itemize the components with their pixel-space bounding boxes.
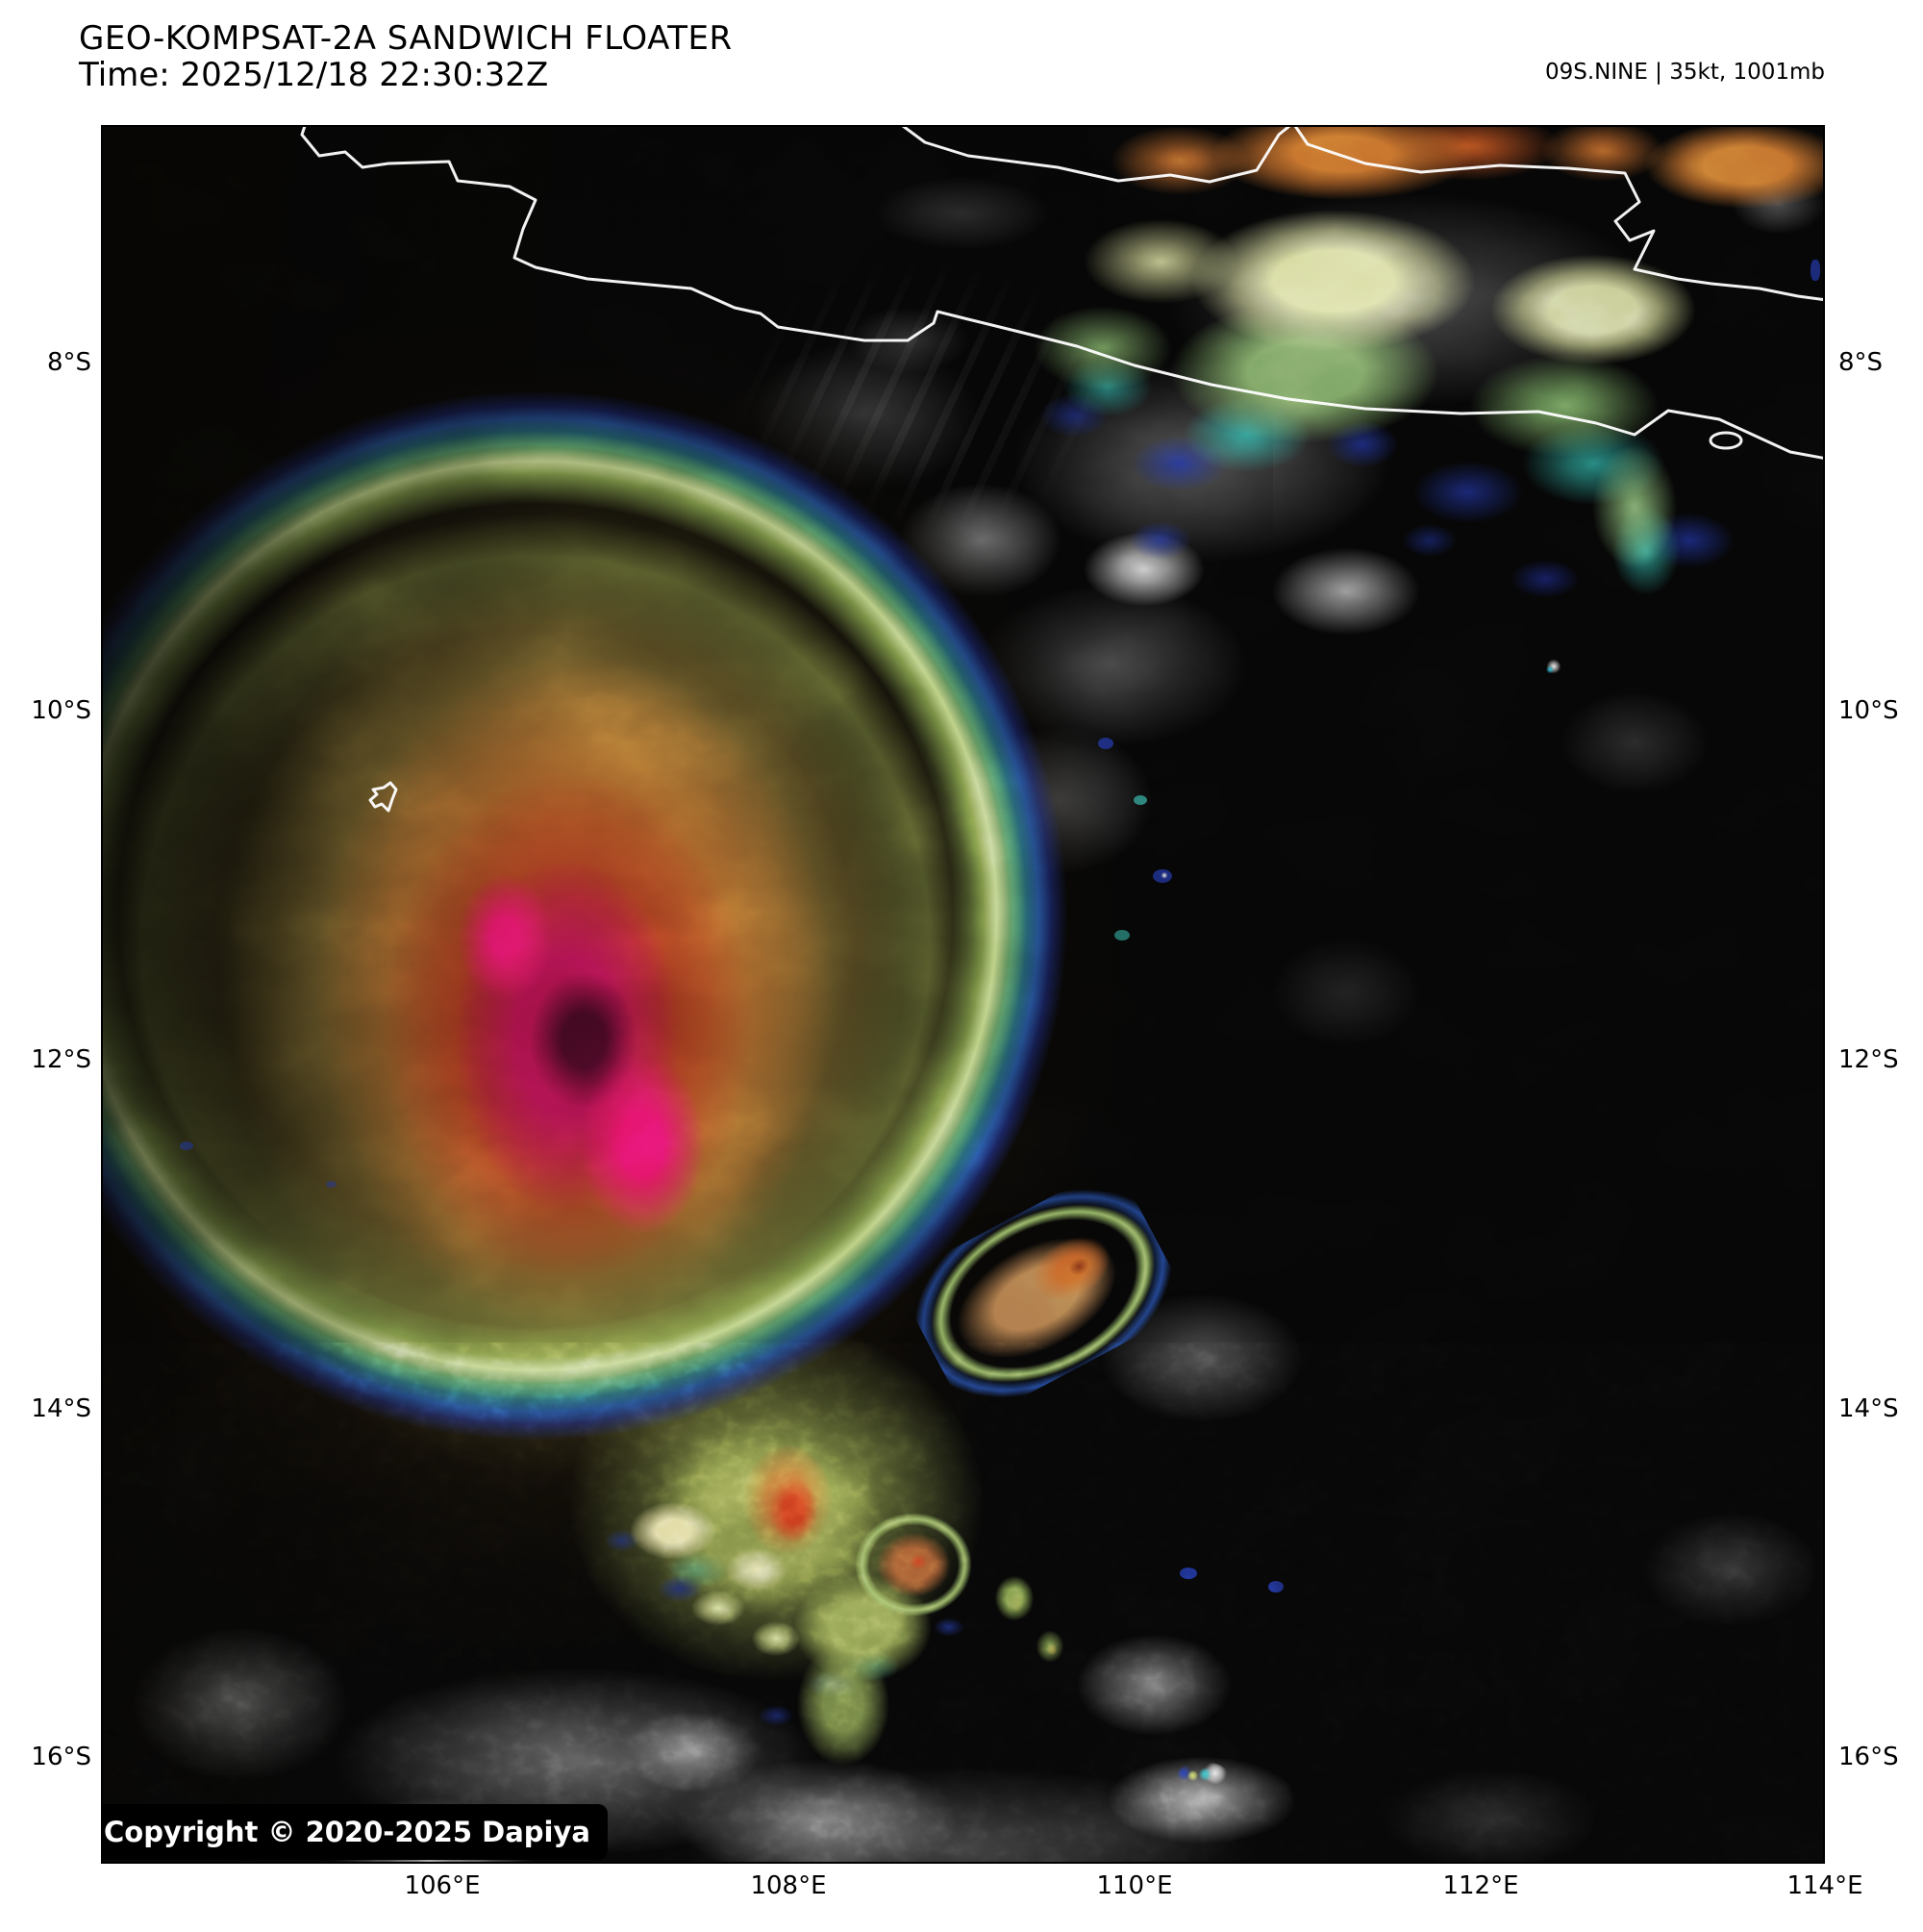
storm-info: 09S.NINE | 35kt, 1001mb	[1544, 60, 1825, 85]
cumulus-grain-overlay	[103, 1342, 1823, 1862]
lat-label-right-12s: 12°S	[1838, 1045, 1899, 1074]
lon-label-106e: 106°E	[404, 1871, 481, 1900]
satellite-map: Copyright © 2020-2025 Dapiya	[101, 125, 1825, 1864]
lat-label-right-10s: 10°S	[1838, 696, 1899, 725]
lat-label-right-14s: 14°S	[1838, 1394, 1899, 1423]
nusa-island-outline	[1709, 431, 1743, 450]
christmas-island-outline	[368, 781, 398, 813]
lat-label-right-8s: 8°S	[1838, 348, 1884, 377]
lat-label-left-14s: 14°S	[31, 1394, 91, 1423]
lat-label-right-16s: 16°S	[1838, 1743, 1899, 1771]
copyright-badge: Copyright © 2020-2025 Dapiya	[103, 1804, 608, 1860]
coastline-overlay	[300, 127, 1823, 813]
java-north-coastline	[901, 127, 1823, 301]
lon-label-110e: 110°E	[1096, 1871, 1173, 1900]
lat-label-left-12s: 12°S	[31, 1045, 91, 1074]
lon-label-114e: 114°E	[1786, 1871, 1863, 1900]
lat-label-left-8s: 8°S	[46, 348, 91, 377]
lat-label-left-10s: 10°S	[31, 696, 91, 725]
lon-label-112e: 112°E	[1442, 1871, 1519, 1900]
timestamp: Time: 2025/12/18 22:30:32Z	[79, 56, 549, 94]
lon-label-108e: 108°E	[750, 1871, 827, 1900]
java-south-coastline	[300, 127, 1823, 460]
lat-label-left-16s: 16°S	[31, 1743, 91, 1771]
page-title: GEO-KOMPSAT-2A SANDWICH FLOATER	[79, 19, 733, 58]
